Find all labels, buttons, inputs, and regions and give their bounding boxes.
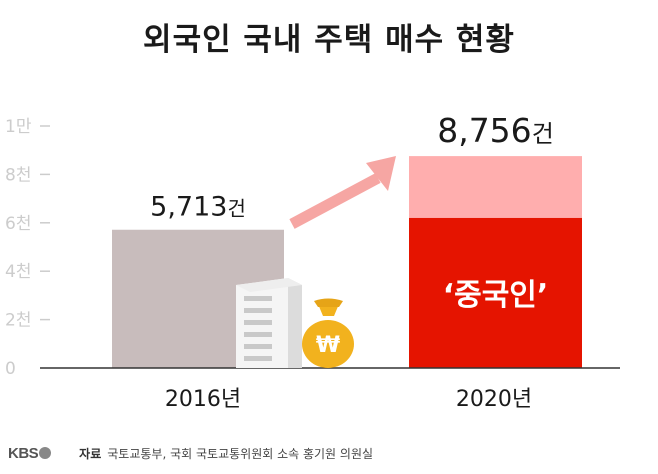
y-tick-label: 6천 <box>5 214 31 234</box>
y-tick-label: 1만 <box>5 117 32 137</box>
chart-title: 외국인 국내 주택 매수 현황 <box>143 22 515 58</box>
x-tick-label: 2016년 <box>165 387 241 412</box>
bar-segment-china <box>409 217 582 368</box>
money-bag-icon: ₩ <box>302 298 354 368</box>
x-tick-label: 2020년 <box>456 387 532 412</box>
y-tick-label: 0 <box>5 359 16 379</box>
source-text: 국토교통부, 국회 국토교통위원회 소속 홍기원 의원실 <box>107 446 374 461</box>
svg-text:₩: ₩ <box>316 333 340 358</box>
segment-label: ‘중국인’ <box>443 278 549 313</box>
y-tick-label: 8천 <box>5 165 31 185</box>
source-label: 자료 <box>79 446 102 461</box>
arrow-up-right-icon <box>289 156 396 229</box>
value-label: 5,713건 <box>150 192 246 223</box>
value-label: 8,756건 <box>437 111 554 150</box>
y-axis: 0 2천 4천 6천 8천 1만 <box>5 117 50 379</box>
footer: KBS 자료 국토교통부, 국회 국토교통위원회 소속 홍기원 의원실 <box>0 432 658 474</box>
bars: 5,713건 2016년 8,756건 2020년 ‘중국인’ <box>40 111 620 412</box>
apartment-building-icon <box>236 278 302 368</box>
y-tick-label: 4천 <box>5 262 31 282</box>
kbs-logo: KBS <box>8 445 52 462</box>
y-tick-label: 2천 <box>5 311 31 331</box>
